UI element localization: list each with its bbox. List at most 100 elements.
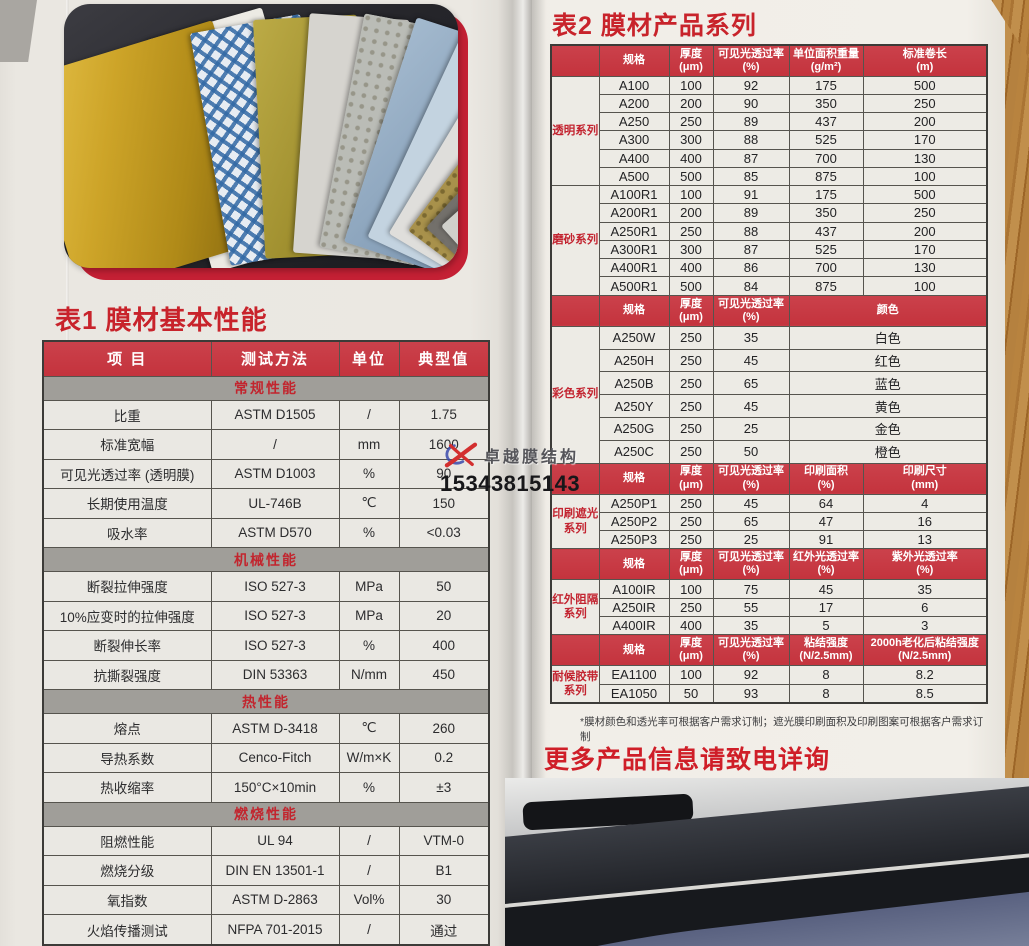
table2-header-cell: 单位面积重量 (g/m²) [788,44,864,77]
table2-header-cell: 可见光透过率 (%) [712,462,790,495]
table2-row: 磨砂系列 A100R1 100 91 175 500 [550,185,988,296]
table1-row: 熔点 ASTM D-3418 ℃ 260 [42,713,490,744]
table2-cell: 300 [668,130,714,150]
table2-row: 红外阻隔系列 A100IR 100 75 45 35 [550,579,988,636]
table2-cell: 525 [788,130,864,150]
table2-cell: 3 [862,615,988,636]
table2-cell: A250Y [598,394,670,418]
table1-header-cell: 典型值 [398,340,490,377]
table2-header-cell: 颜色 [788,294,988,327]
table2-cell: 13 [862,530,988,550]
table2-title: 表2 膜材产品系列 [552,12,757,40]
table2-cell: 100 [668,185,714,205]
table2-header-cell: 厚度 (μm) [668,294,714,327]
table2-header-corner [550,294,600,327]
table2-cell: 35 [712,615,790,636]
table2-cell: 35 [712,325,790,350]
table2-cell: A250P3 [598,530,670,550]
table2-row: A250B 250 65 蓝色 [551,371,988,396]
table2-cell: 45 [788,579,864,599]
table1-cell: N/mm [338,659,400,691]
table1-cell: 400 [398,630,490,661]
table1-cell: 燃烧分级 [42,855,212,886]
table1-cell: MPa [338,600,400,632]
card-dark-background [64,4,458,268]
table1-row: 热收缩率 150°C×10min% ±3 [42,772,490,803]
table2-header-cell: 标准卷长 (m) [862,44,988,77]
table2-cell: 700 [788,148,864,168]
table2-cell: 250 [668,394,714,418]
table1-cell: 10%应变时的拉伸强度 [42,600,212,632]
table2-cell: A250P2 [598,511,670,532]
table1-cell: 断裂伸长率 [42,630,212,661]
table1-cell: / [338,914,400,946]
table2-header-cell: 规格 [598,462,670,495]
table2-row: A500R1 500 84 875 100 [551,276,988,296]
table2-cell: 黄色 [788,394,988,418]
table2-cell: 87 [712,239,790,260]
table2-cell: 250 [668,348,714,373]
table2-cell: 250 [668,371,714,396]
table2-cell: A400 [598,148,670,168]
table2-cell: EA1100 [598,665,670,685]
table2-cell: 200 [668,93,714,114]
table1-section-band: 常规性能 [42,375,490,401]
table1-cell: Vol% [338,884,400,916]
table2-cell: 175 [788,185,864,205]
table2-series-label: 透明系列 [550,75,600,187]
table2-cell: 91 [712,185,790,205]
table2-cell: 64 [788,493,864,513]
table2-cell: 250 [668,493,714,513]
table2-cell: 400 [668,615,714,636]
table1-row: 标准宽幅 / mm 1600 [42,429,490,460]
table1-row: 10%应变时的拉伸强度 ISO 527-3 MPa 20 [42,600,490,632]
table2-cell: A100 [598,75,670,95]
table2-cell: A300R1 [598,239,670,260]
table2-header-cell: 红外光透过率 (%) [788,548,864,581]
table2-cell: 100 [668,579,714,599]
film-samples-photo [64,4,468,280]
table2-cell: A250IR [598,597,670,617]
table2-row: A400 400 87 700 130 [551,148,988,168]
table1-cell: 20 [398,600,490,632]
table2-cell: 4 [862,493,988,513]
table2-cell: 89 [712,112,790,132]
table2-cell: 75 [712,579,790,599]
table2-header-cell: 粘结强度 (N/2.5mm) [788,634,864,667]
table2-row: A250H 250 45 红色 [551,348,988,373]
table2-cell: 250 [862,203,988,223]
table2-header-corner [550,548,600,581]
table2-header-cell: 规格 [598,634,670,667]
table2-header-cell: 规格 [598,294,670,327]
table2-cell: A250P1 [598,493,670,513]
table1-cell: % [338,772,400,803]
table2-cell: A250C [598,439,670,464]
table2-header-cell: 厚度 (μm) [668,634,714,667]
table2-cell: 87 [712,148,790,168]
table2-cell: 200 [862,112,988,132]
table2-row: A400R1 400 86 700 130 [551,258,988,278]
table1-cell: 吸水率 [42,517,212,549]
table2-cell: A400IR [598,615,670,636]
table1-cell: Cenco-Fitch [210,742,340,774]
table2-cell: A250B [598,371,670,396]
table2-cell: 86 [712,258,790,278]
table1-cell: 断裂拉伸强度 [42,571,212,602]
table2-cell: A200R1 [598,203,670,223]
table2-cell: 250 [668,439,714,464]
table1-cell: W/m×K [338,742,400,774]
table1-header-cell: 项 目 [42,340,212,377]
table1-cell: 150°C×10min [210,772,340,803]
table1-cell: 30 [398,884,490,916]
table2-cell: 250 [668,221,714,241]
table2-header-cell: 可见光透过率 (%) [712,634,790,667]
table2-row: A300 300 88 525 170 [551,130,988,150]
table1-cell: ISO 527-3 [210,630,340,661]
table2-row: A250IR 250 55 17 6 [551,597,988,617]
table1-section-band: 燃烧性能 [42,801,490,827]
table1-cell: 150 [398,488,490,519]
table2-cell: EA1050 [598,683,670,704]
table2-header-cell: 厚度 (μm) [668,548,714,581]
table2-cell: 200 [862,221,988,241]
table2-row: A250 250 89 437 200 [551,112,988,132]
